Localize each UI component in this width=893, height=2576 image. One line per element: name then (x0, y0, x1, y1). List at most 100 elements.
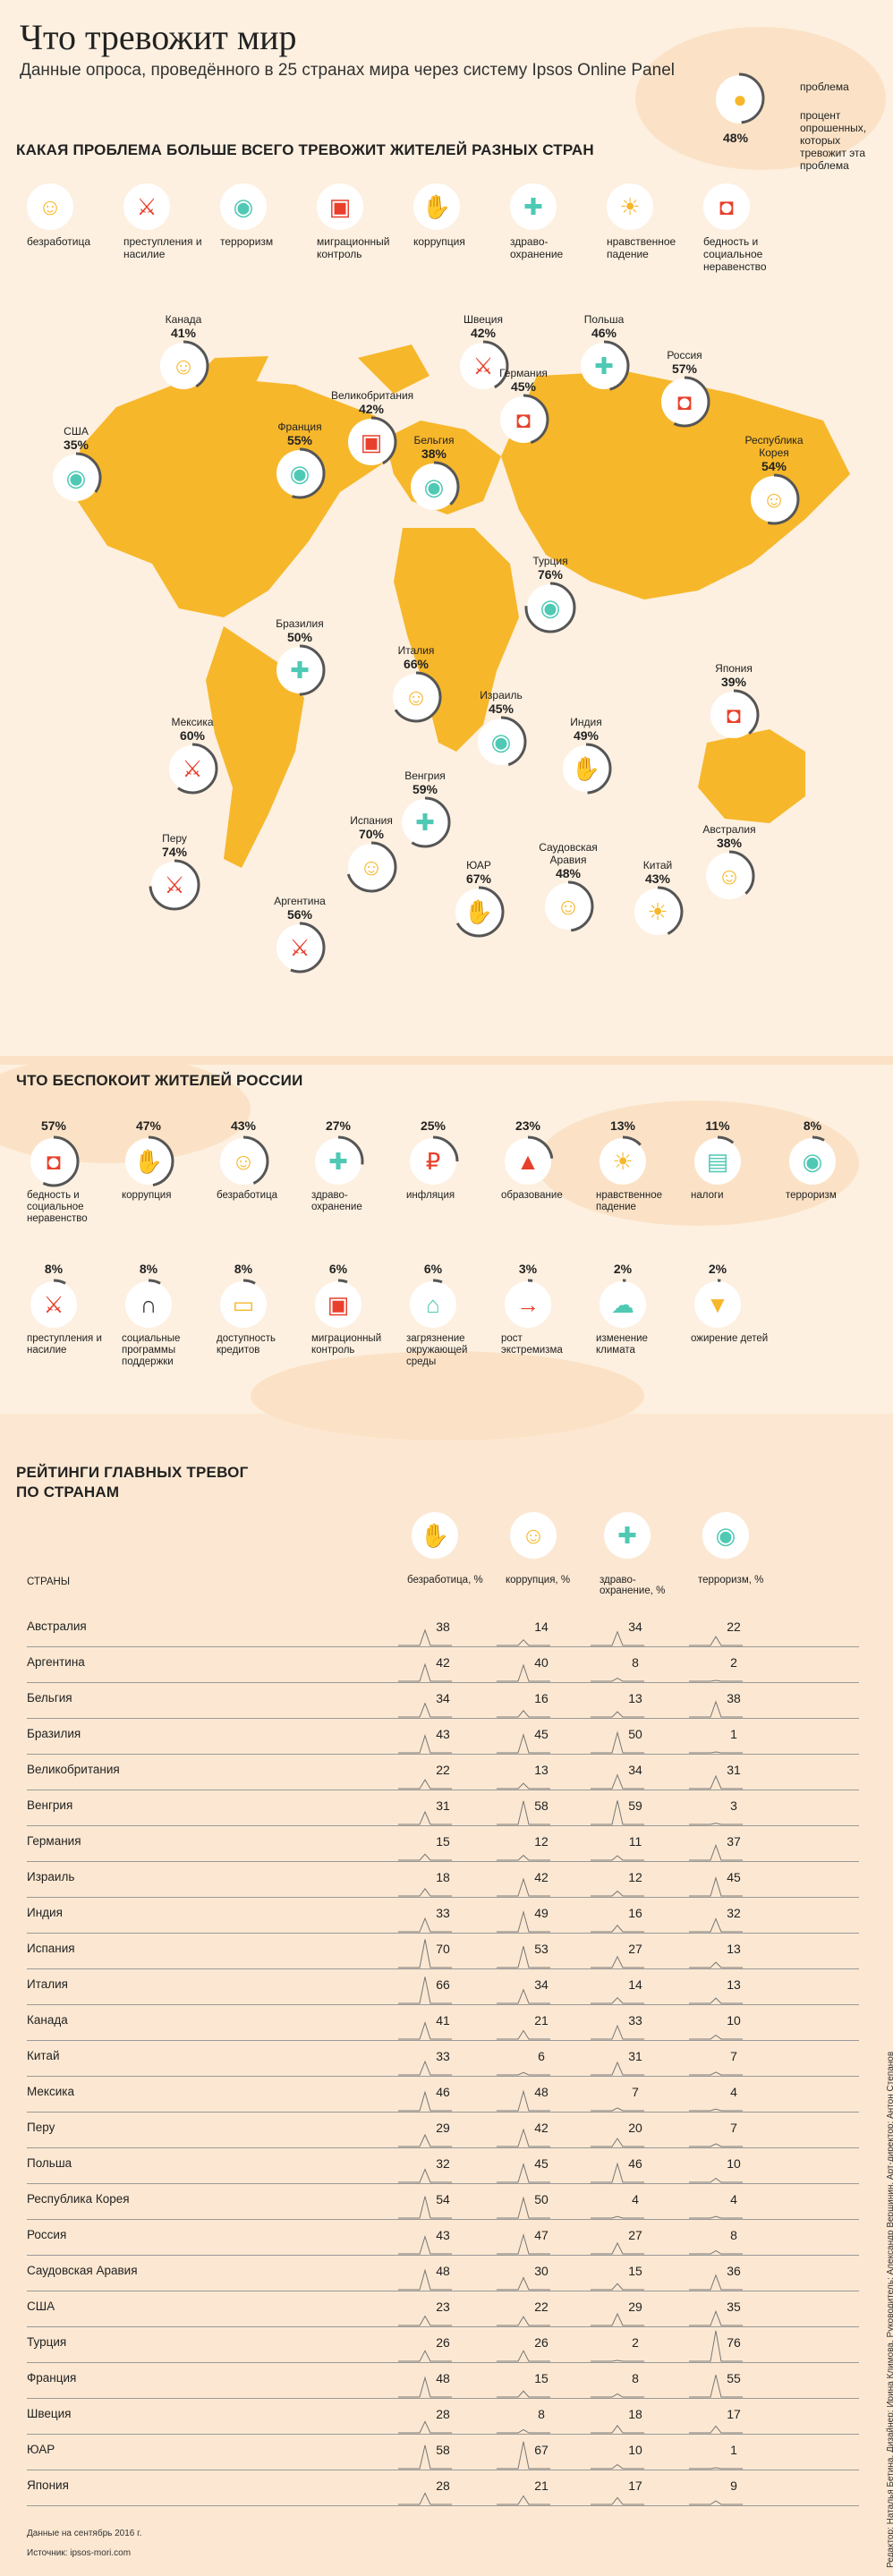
bandage-icon: ✚ (274, 644, 326, 696)
row-value: 34 (534, 1977, 549, 1992)
value-peak (497, 1663, 550, 1682)
value-peak (591, 2393, 644, 2398)
value-peak (497, 1854, 550, 1861)
pin-country: Канада (165, 313, 202, 326)
value-peak (689, 1751, 743, 1754)
row-value: 17 (628, 2478, 642, 2493)
value-peak (591, 2215, 644, 2219)
headphones-icon: ∩ (123, 1279, 174, 1331)
row-value: 13 (727, 1977, 741, 1992)
value-peak (497, 1800, 550, 1825)
row-value: 21 (534, 2013, 549, 2028)
category-item: ☺ безработица (27, 183, 107, 248)
row-value: 13 (534, 1763, 549, 1777)
row-value: 27 (628, 2228, 642, 2242)
row-value: 67 (534, 2443, 549, 2457)
value-peak (591, 1773, 644, 1790)
row-value: 22 (436, 1763, 450, 1777)
russia-item: 6% ▣ миграционный контроль (311, 1262, 396, 1356)
pin-percent: 76% (537, 567, 564, 582)
russia-item: 47% ✋ коррупция (122, 1118, 207, 1202)
countries-header: СТРАНЫ (27, 1577, 71, 1587)
value-peak (398, 1779, 452, 1790)
row-country: Бразилия (27, 1727, 81, 1740)
balaclava-icon: ◉ (787, 1135, 838, 1187)
bribe-hand-icon: ✋ (413, 183, 460, 230)
value-peak (591, 1800, 644, 1825)
value-peak (398, 1853, 452, 1861)
country-pin: Республика Корея 54% ☺ (734, 434, 814, 525)
value-peak (689, 2274, 743, 2291)
value-peak (591, 1855, 644, 1861)
row-value: 7 (730, 2049, 737, 2063)
russia-label: безработица (217, 1190, 278, 1201)
row-country: Япония (27, 2478, 69, 2492)
legend-description: процент опрошенных, которых тревожит эта… (800, 109, 867, 172)
map-asia (501, 371, 850, 599)
russia-label: изменение климата (596, 1333, 648, 1356)
category-item: ✚ здраво-охранение (510, 183, 591, 260)
row-value: 36 (727, 2264, 741, 2278)
row-country: Австралия (27, 1620, 87, 1633)
row-value: 43 (436, 1727, 450, 1741)
value-peak (398, 2235, 452, 2255)
country-pin: Израиль 45% ◉ (461, 689, 541, 768)
russia-label: здраво-охранение (311, 1190, 362, 1212)
row-value: 31 (436, 1798, 450, 1813)
value-peak (689, 1843, 743, 1861)
value-peak (497, 1733, 550, 1754)
row-value: 8 (538, 2407, 545, 2421)
value-peak (497, 1909, 550, 1933)
value-peak (689, 1774, 743, 1790)
row-country: Саудовская Аравия (27, 2264, 138, 2277)
value-peak (398, 1810, 452, 1825)
value-peak (689, 2071, 743, 2076)
purse-icon: ◘ (659, 376, 710, 428)
source-note: Источник: ipsos-mori.com (27, 2548, 132, 2558)
bribe-hand-icon: ✋ (453, 886, 505, 938)
country-pin: Венгрия 59% ✚ (385, 769, 465, 848)
table-row: Канада 41 21 33 10 (27, 2004, 859, 2041)
value-peak (398, 2020, 452, 2040)
value-peak (689, 1961, 743, 1968)
category-label: терроризм (220, 235, 274, 248)
row-value: 23 (436, 2300, 450, 2314)
russia-percent: 8% (234, 1262, 253, 1276)
worried-face-icon: ☺ (217, 1135, 269, 1187)
value-peak (497, 2441, 550, 2470)
purse-icon: ◘ (703, 183, 750, 230)
row-value: 12 (628, 1870, 642, 1884)
row-value: 48 (436, 2371, 450, 2385)
row-value: 48 (436, 2264, 450, 2278)
russia-label: социальные программы поддержки (122, 1333, 181, 1367)
row-value: 3 (730, 1798, 737, 1813)
russia-label: коррупция (122, 1190, 172, 1201)
value-peak (689, 2143, 743, 2147)
country-pin: Индия 49% ✋ (546, 716, 626, 795)
value-peak (591, 2138, 644, 2147)
russia-item: 43% ☺ безработица (217, 1118, 302, 1202)
row-value: 9 (730, 2478, 737, 2493)
row-value: 48 (534, 2085, 549, 2099)
row-country: Великобритания (27, 1763, 120, 1776)
category-item: ◘ бедность и социальное неравенство (703, 183, 784, 273)
value-peak (497, 2350, 550, 2362)
pin-percent: 39% (720, 675, 747, 689)
value-peak (591, 1711, 644, 1718)
bribe-hand-icon: ✋ (412, 1512, 458, 1559)
bribe-hand-icon: ✋ (123, 1135, 174, 1187)
row-country: Польша (27, 2156, 72, 2170)
row-country: Перу (27, 2121, 55, 2134)
row-value: 55 (727, 2371, 741, 2385)
row-value: 15 (628, 2264, 642, 2278)
russia-percent: 13% (609, 1118, 636, 1133)
russia-label: доступность кредитов (217, 1333, 276, 1356)
purse-icon: ◘ (498, 394, 549, 446)
row-value: 12 (534, 1834, 549, 1849)
value-peak (591, 1890, 644, 1897)
knife-icon: ⚔ (166, 743, 218, 795)
value-peak (689, 2177, 743, 2183)
pin-country: Республика Корея (744, 434, 804, 459)
value-peak (398, 2350, 452, 2362)
